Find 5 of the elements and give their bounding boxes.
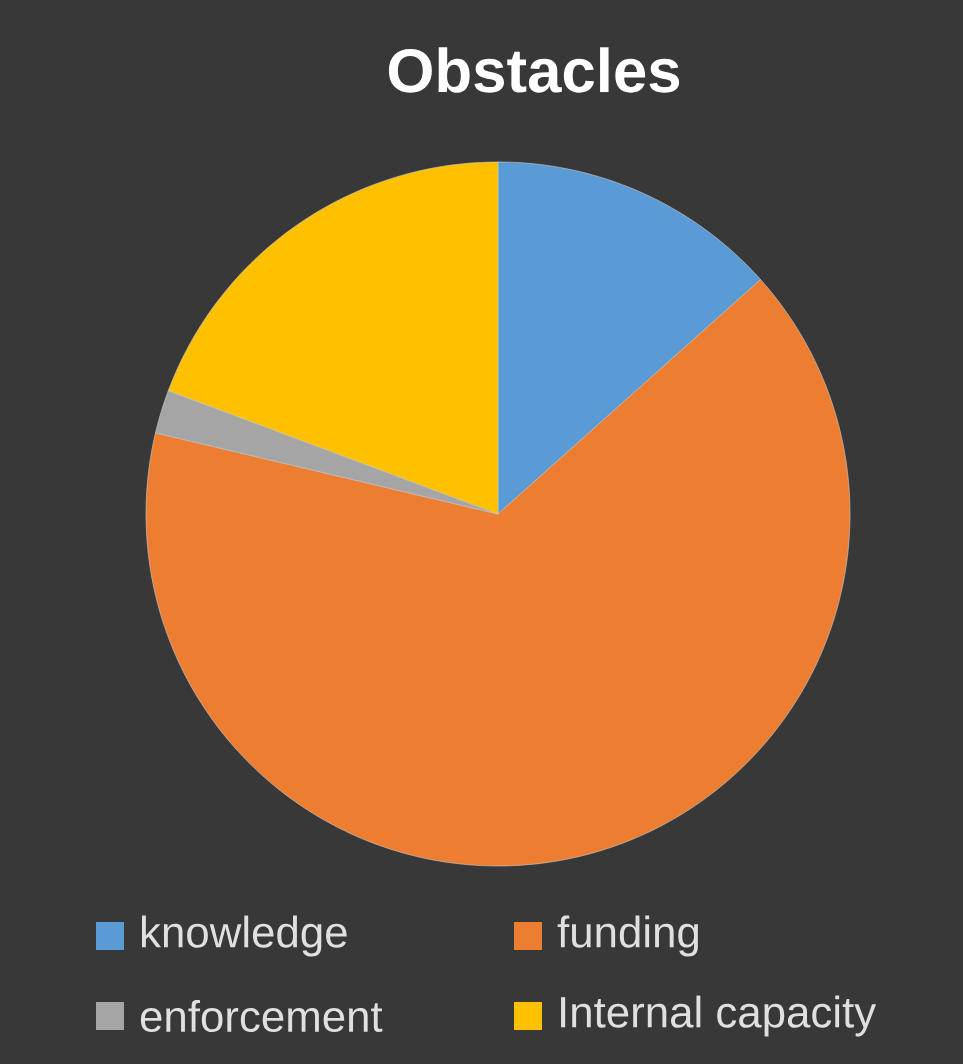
chart-title: Obstacles	[388, 47, 680, 93]
legend-label: Internal capacity	[561, 995, 877, 1037]
legend-label: funding	[557, 915, 699, 957]
legend-label: enforcement	[140, 999, 383, 1033]
legend-label: knowledge	[142, 915, 347, 957]
